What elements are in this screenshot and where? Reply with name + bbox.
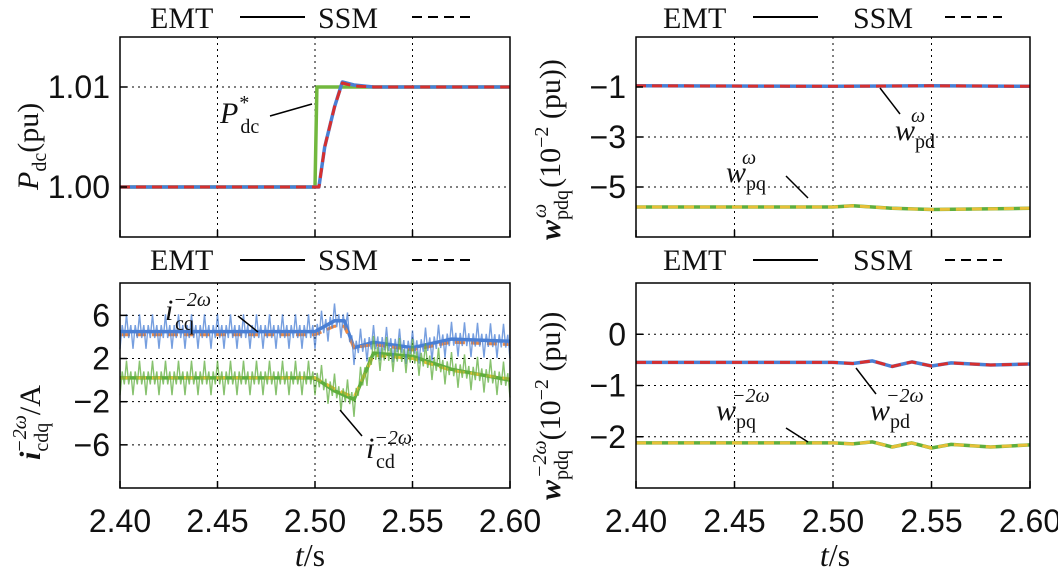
- legend-emt-label: EMT: [663, 244, 726, 277]
- svg-text:P*dc: P* dc: [219, 92, 259, 138]
- annotation-wpq-omega: wpqω: [726, 147, 809, 199]
- y-tick-label: −5: [590, 169, 626, 205]
- legend-emt-label: EMT: [150, 244, 213, 277]
- x-tick-label: 2.45: [703, 503, 765, 539]
- svg-text:wpq−2ω: wpq−2ω: [716, 385, 770, 433]
- y-tick-label: −3: [590, 119, 626, 155]
- series-line-w-pd-ssm: [635, 84, 1031, 88]
- y-tick-label: −1: [590, 69, 626, 105]
- y-tick-label: 1.00: [48, 169, 110, 205]
- y-axis-label: wpdq−2ω(10−2 (pu)): [529, 312, 573, 500]
- x-tick-label: 2.40: [605, 503, 667, 539]
- legend-bottom-right: EMT SSM: [663, 244, 1002, 277]
- legend-emt-label: EMT: [663, 2, 726, 35]
- x-axis-label: t/s: [820, 537, 850, 573]
- y-axis-label: wpdqω(10−2 (pu)): [529, 59, 573, 240]
- annotation-icd: i−2ω cd: [339, 409, 412, 473]
- annotation-wpq-2omega: wpq−2ω: [716, 385, 809, 443]
- legend-top-right: EMT SSM: [663, 2, 1002, 35]
- series-line-w-pq-ssm: [636, 440, 1031, 450]
- svg-text:wpd−2ω: wpd−2ω: [870, 385, 924, 433]
- y-tick-label: 1.01: [48, 69, 110, 105]
- y-tick-label: −6: [74, 427, 110, 463]
- x-tick-label: 2.55: [900, 503, 962, 539]
- x-tick-label: 2.55: [381, 503, 443, 539]
- series-line-w-pd-ssm: [636, 359, 1031, 368]
- x-tick-label: 2.50: [802, 503, 864, 539]
- chart-icdq: 6 2 −2 −6 2.40 2.45 2.50 2.55 2.60 icdq−2ω/A i−…: [9, 282, 541, 573]
- legend-ssm-label: SSM: [853, 2, 913, 35]
- y-tick-label: 6: [92, 297, 110, 333]
- x-tick-label: 2.60: [999, 503, 1058, 539]
- x-axis-label: t/s: [295, 537, 325, 573]
- series-ripple: [119, 303, 511, 366]
- annotation-wpd-2omega: wpd−2ω: [855, 367, 924, 433]
- y-axis-label: icdq−2ω/A: [9, 385, 53, 460]
- y-axis-label: Pdc(pu): [12, 103, 51, 191]
- annotation-pdc-ref: P* dc: [219, 92, 313, 138]
- y-tick-label: 0: [608, 316, 626, 352]
- chart-wpdq-omega: −1 −3 −5 wpdqω(10−2 (pu)) wpdω wpqω: [529, 36, 1031, 240]
- x-tick-label: 2.50: [284, 503, 346, 539]
- annotation-wpd-omega: wpdω: [879, 87, 935, 153]
- series-ripple: [119, 335, 511, 417]
- x-tick-label: 2.60: [479, 503, 541, 539]
- y-tick-label: −2: [590, 419, 626, 455]
- y-tick-label: 2: [92, 341, 110, 377]
- y-tick-label: −1: [590, 368, 626, 404]
- legend-ssm-label: SSM: [853, 244, 913, 277]
- legend-bottom-left: EMT SSM: [150, 244, 470, 277]
- x-tick-label: 2.40: [89, 503, 151, 539]
- series-line-w-pq-ssm: [636, 204, 1031, 211]
- series-line-i-cq-ssm: [120, 324, 511, 352]
- series-line-ssm: [120, 81, 510, 189]
- x-tick-label: 2.45: [186, 503, 248, 539]
- y-tick-label: −2: [74, 384, 110, 420]
- chart-pdc: 1.00 1.01 Pdc(pu) P* dc: [12, 36, 511, 238]
- series-line-p-dc-reference: [120, 85, 510, 189]
- legend-ssm-label: SSM: [318, 244, 378, 277]
- legend-ssm-label: SSM: [318, 2, 378, 35]
- legend-emt-label: EMT: [150, 2, 213, 35]
- svg-text:wpdω: wpdω: [895, 105, 935, 153]
- svg-text:wpqω: wpqω: [726, 147, 766, 195]
- annotation-icq: i−2ω cq: [165, 289, 259, 335]
- chart-wpdq-2omega: 0 −1 −2 2.40 2.45 2.50 2.55 2.60 wpdq−2ω(10−2 …: [529, 282, 1058, 573]
- legend-top-left: EMT SSM: [150, 2, 470, 35]
